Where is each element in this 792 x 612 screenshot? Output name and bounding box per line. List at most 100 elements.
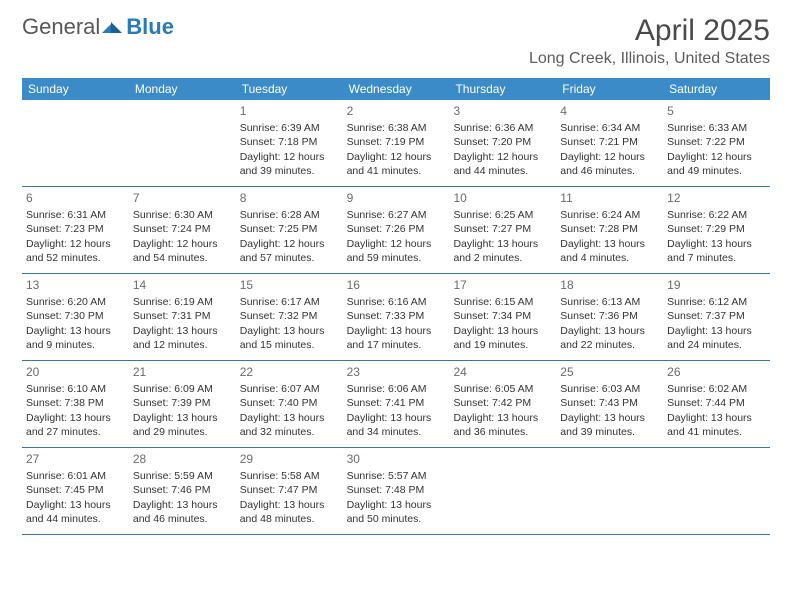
day-number: 30 [347,451,446,467]
sunrise-line: Sunrise: 6:20 AM [26,295,125,309]
week-row: 1Sunrise: 6:39 AMSunset: 7:18 PMDaylight… [22,100,770,187]
daylight-line: Daylight: 12 hours and 46 minutes. [560,150,659,178]
day-header-row: Sunday Monday Tuesday Wednesday Thursday… [22,78,770,100]
day-number: 10 [453,190,552,206]
sunset-line: Sunset: 7:36 PM [560,309,659,323]
daylight-line: Daylight: 13 hours and 41 minutes. [667,411,766,439]
sunrise-line: Sunrise: 6:01 AM [26,469,125,483]
sunrise-line: Sunrise: 5:57 AM [347,469,446,483]
logo-word-blue: Blue [126,14,174,40]
daylight-line: Daylight: 13 hours and 27 minutes. [26,411,125,439]
sunset-line: Sunset: 7:44 PM [667,396,766,410]
day-number: 23 [347,364,446,380]
sunset-line: Sunset: 7:39 PM [133,396,232,410]
sunset-line: Sunset: 7:28 PM [560,222,659,236]
day-cell: 19Sunrise: 6:12 AMSunset: 7:37 PMDayligh… [663,274,770,360]
logo-mark-icon [102,16,124,39]
sunrise-line: Sunrise: 6:34 AM [560,121,659,135]
empty-cell [556,448,663,534]
sunrise-line: Sunrise: 6:24 AM [560,208,659,222]
day-cell: 11 Sunrise: 6:24 AMSunset: 7:28 PMDayligh… [556,187,663,273]
daylight-line: Daylight: 13 hours and 44 minutes. [26,498,125,526]
sunrise-line: Sunrise: 6:05 AM [453,382,552,396]
week-row: 13Sunrise: 6:20 AMSunset: 7:30 PMDayligh… [22,274,770,361]
location-text: Long Creek, Illinois, United States [529,50,770,68]
sunrise-line: Sunrise: 6:22 AM [667,208,766,222]
day-number: 22 [240,364,339,380]
sunset-line: Sunset: 7:32 PM [240,309,339,323]
day-cell: 24Sunrise: 6:05 AMSunset: 7:42 PMDayligh… [449,361,556,447]
day-cell: 30 Sunrise: 5:57 AMSunset: 7:48 PMDayligh… [343,448,450,534]
day-number: 19 [667,277,766,293]
daylight-line: Daylight: 12 hours and 41 minutes. [347,150,446,178]
day-header-monday: Monday [129,78,236,100]
empty-cell [449,448,556,534]
daylight-line: Daylight: 13 hours and 50 minutes. [347,498,446,526]
day-number: 11 [560,190,659,206]
sunset-line: Sunset: 7:43 PM [560,396,659,410]
day-number: 25 [560,364,659,380]
sunrise-line: Sunrise: 6:30 AM [133,208,232,222]
daylight-line: Daylight: 13 hours and 34 minutes. [347,411,446,439]
day-number: 24 [453,364,552,380]
sunset-line: Sunset: 7:22 PM [667,135,766,149]
day-cell: 13Sunrise: 6:20 AMSunset: 7:30 PMDayligh… [22,274,129,360]
day-header-tuesday: Tuesday [236,78,343,100]
sunset-line: Sunset: 7:34 PM [453,309,552,323]
day-cell: 18Sunrise: 6:13 AMSunset: 7:36 PMDayligh… [556,274,663,360]
day-cell: 1Sunrise: 6:39 AMSunset: 7:18 PMDaylight… [236,100,343,186]
day-number: 28 [133,451,232,467]
title-block: April 2025 Long Creek, Illinois, United … [529,14,770,68]
sunrise-line: Sunrise: 6:03 AM [560,382,659,396]
daylight-line: Daylight: 13 hours and 36 minutes. [453,411,552,439]
daylight-line: Daylight: 13 hours and 4 minutes. [560,237,659,265]
daylight-line: Daylight: 12 hours and 44 minutes. [453,150,552,178]
sunset-line: Sunset: 7:20 PM [453,135,552,149]
sunrise-line: Sunrise: 6:27 AM [347,208,446,222]
empty-cell [129,100,236,186]
sunrise-line: Sunrise: 6:10 AM [26,382,125,396]
sunset-line: Sunset: 7:41 PM [347,396,446,410]
daylight-line: Daylight: 12 hours and 59 minutes. [347,237,446,265]
day-number: 9 [347,190,446,206]
sunset-line: Sunset: 7:21 PM [560,135,659,149]
daylight-line: Daylight: 12 hours and 39 minutes. [240,150,339,178]
day-cell: 2Sunrise: 6:38 AMSunset: 7:19 PMDaylight… [343,100,450,186]
week-row: 20Sunrise: 6:10 AMSunset: 7:38 PMDayligh… [22,361,770,448]
day-cell: 15Sunrise: 6:17 AMSunset: 7:32 PMDayligh… [236,274,343,360]
week-row: 27Sunrise: 6:01 AMSunset: 7:45 PMDayligh… [22,448,770,535]
day-number: 8 [240,190,339,206]
sunset-line: Sunset: 7:24 PM [133,222,232,236]
day-number: 13 [26,277,125,293]
daylight-line: Daylight: 12 hours and 54 minutes. [133,237,232,265]
week-row: 6Sunrise: 6:31 AMSunset: 7:23 PMDaylight… [22,187,770,274]
daylight-line: Daylight: 13 hours and 17 minutes. [347,324,446,352]
day-number: 27 [26,451,125,467]
day-cell: 28Sunrise: 5:59 AMSunset: 7:46 PMDayligh… [129,448,236,534]
daylight-line: Daylight: 13 hours and 12 minutes. [133,324,232,352]
sunrise-line: Sunrise: 6:36 AM [453,121,552,135]
sunrise-line: Sunrise: 6:19 AM [133,295,232,309]
day-number: 5 [667,103,766,119]
sunrise-line: Sunrise: 6:13 AM [560,295,659,309]
daylight-line: Daylight: 12 hours and 57 minutes. [240,237,339,265]
sunrise-line: Sunrise: 6:28 AM [240,208,339,222]
sunset-line: Sunset: 7:29 PM [667,222,766,236]
empty-cell [663,448,770,534]
sunset-line: Sunset: 7:45 PM [26,483,125,497]
weeks-container: 1Sunrise: 6:39 AMSunset: 7:18 PMDaylight… [22,100,770,535]
sunrise-line: Sunrise: 6:12 AM [667,295,766,309]
day-cell: 27 Sunrise: 6:01 AMSunset: 7:45 PMDayligh… [22,448,129,534]
sunset-line: Sunset: 7:46 PM [133,483,232,497]
sunrise-line: Sunrise: 6:33 AM [667,121,766,135]
daylight-line: Daylight: 13 hours and 22 minutes. [560,324,659,352]
sunrise-line: Sunrise: 6:07 AM [240,382,339,396]
day-number: 2 [347,103,446,119]
sunset-line: Sunset: 7:48 PM [347,483,446,497]
day-number: 16 [347,277,446,293]
day-header-thursday: Thursday [449,78,556,100]
daylight-line: Daylight: 13 hours and 48 minutes. [240,498,339,526]
day-cell: 16Sunrise: 6:16 AMSunset: 7:33 PMDayligh… [343,274,450,360]
daylight-line: Daylight: 13 hours and 29 minutes. [133,411,232,439]
day-cell: 21Sunrise: 6:09 AMSunset: 7:39 PMDayligh… [129,361,236,447]
